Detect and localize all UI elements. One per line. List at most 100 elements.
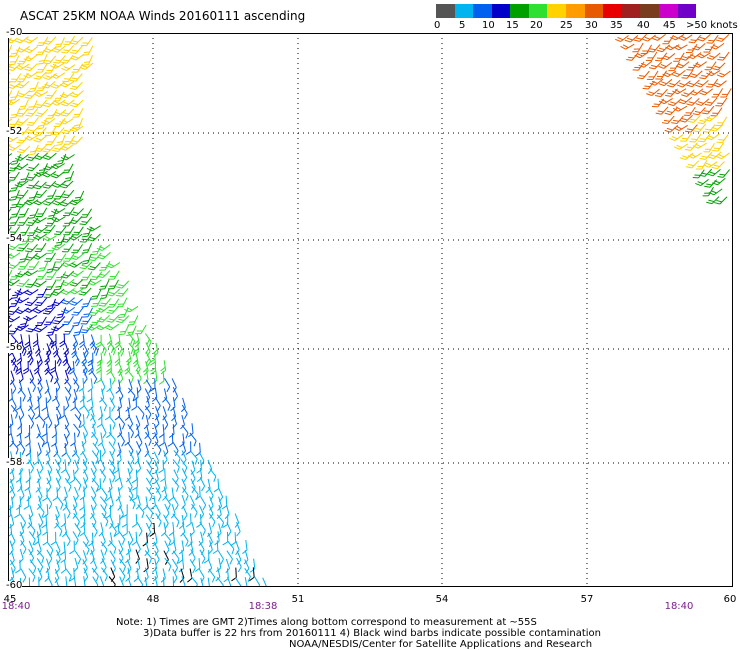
wind-barb: [149, 523, 156, 537]
map-title: ASCAT 25KM NOAA Winds 20160111 ascending: [20, 9, 306, 23]
wind-barb: [50, 531, 57, 546]
wind-barb: [146, 468, 153, 483]
wind-speed-color-legend: [436, 4, 697, 18]
wind-barb: [33, 71, 47, 80]
wind-barb: [16, 90, 31, 98]
wind-barb: [226, 576, 232, 587]
wind-barb: [36, 288, 48, 298]
wind-barb: [91, 342, 99, 356]
wind-barb: [106, 424, 112, 439]
wind-barb: [38, 414, 46, 429]
legend-label-5: 5: [459, 20, 466, 31]
wind-barb: [152, 423, 158, 439]
wind-barb: [160, 568, 166, 583]
wind-barb: [56, 495, 64, 510]
wind-barb: [87, 378, 93, 393]
wind-barb: [18, 440, 26, 455]
wind-barb: [172, 495, 179, 511]
wind-barb: [36, 558, 44, 573]
wind-barb: [9, 478, 15, 494]
wind-barb: [672, 88, 687, 95]
wind-barb: [154, 478, 161, 493]
wind-barb: [52, 198, 67, 206]
wind-barb: [155, 513, 162, 528]
wind-barb: [715, 116, 728, 126]
wind-barb: [200, 496, 207, 511]
wind-barb: [642, 34, 656, 42]
wind-barb: [47, 576, 53, 587]
wind-barb: [73, 450, 80, 465]
wind-barb: [101, 532, 106, 547]
wind-barb: [15, 397, 22, 411]
wind-barb: [198, 540, 205, 556]
wind-barb: [8, 198, 11, 207]
wind-barb: [90, 370, 98, 385]
wind-barb: [126, 325, 137, 336]
wind-barb: [32, 333, 39, 348]
wind-barb: [216, 576, 224, 587]
wind-barb: [117, 361, 123, 377]
wind-barb: [207, 459, 213, 475]
wind-barb: [168, 487, 174, 502]
wind-barb: [105, 262, 121, 269]
wind-barb: [50, 360, 56, 374]
wind-barb: [696, 52, 711, 59]
wind-barb: [50, 288, 65, 296]
wind-barb: [36, 541, 42, 556]
wind-barb: [81, 226, 93, 238]
wind-barb: [36, 424, 41, 439]
wind-barb: [44, 89, 57, 99]
wind-barb: [145, 379, 152, 394]
legend-label-45: 45: [663, 20, 676, 31]
wind-barb: [143, 414, 149, 430]
legend-swatch-3: [491, 4, 511, 18]
wind-barb: [33, 451, 39, 466]
wind-barb: [717, 51, 730, 61]
wind-barb: [706, 78, 719, 88]
wind-barb: [17, 260, 30, 270]
wind-barb: [60, 270, 75, 279]
wind-barb: [99, 279, 110, 290]
wind-barb: [42, 170, 57, 178]
wind-barb: [181, 494, 186, 510]
wind-barb: [160, 360, 167, 375]
wind-barb: [92, 442, 100, 457]
wind-barb: [155, 487, 162, 502]
wind-barb: [125, 468, 131, 483]
wind-barb: [137, 504, 145, 519]
wind-barb: [664, 107, 678, 116]
wind-barb: [686, 98, 700, 106]
wind-barb: [70, 36, 84, 45]
wind-barb: [181, 424, 189, 439]
wind-barb: [673, 124, 688, 132]
wind-barb: [88, 397, 94, 412]
wind-barb: [43, 163, 57, 171]
wind-barb: [127, 424, 134, 439]
wind-barb: [672, 105, 688, 112]
wind-barb: [70, 397, 76, 412]
wind-barb: [63, 225, 75, 236]
wind-barb: [128, 387, 136, 402]
wind-barb: [63, 343, 69, 358]
wind-barb: [173, 450, 181, 464]
wind-barb: [99, 576, 105, 587]
legend-label-30: 30: [585, 20, 598, 31]
wind-barb: [108, 459, 116, 474]
wind-barb: [161, 478, 167, 493]
wind-barb: [688, 34, 702, 44]
wind-barb: [82, 55, 93, 66]
wind-barb: [109, 397, 116, 412]
wind-barb: [16, 496, 22, 511]
wind-barb: [648, 61, 663, 70]
wind-barb: [95, 334, 102, 349]
wind-barb: [69, 81, 83, 90]
wind-barb: [119, 567, 126, 582]
wind-barb: [43, 46, 58, 53]
wind-barb: [152, 342, 159, 358]
wind-barb: [59, 199, 74, 207]
legend-swatch-7: [566, 4, 585, 18]
wind-barb: [658, 62, 673, 69]
wind-barb: [716, 152, 730, 160]
wind-barb: [61, 64, 76, 72]
wind-barb: [28, 540, 34, 556]
